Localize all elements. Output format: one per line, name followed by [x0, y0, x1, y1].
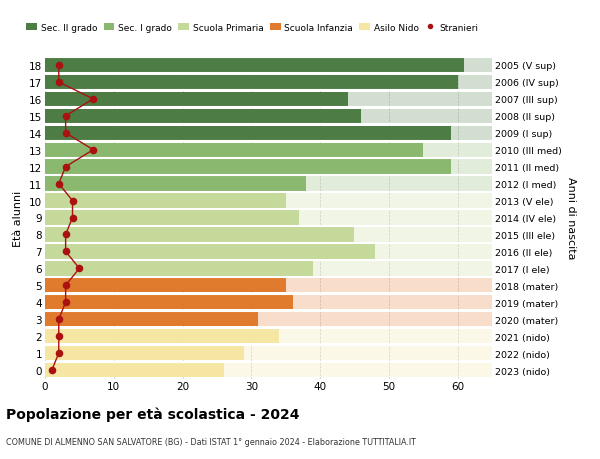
Bar	[45, 143, 492, 157]
Bar	[45, 296, 492, 310]
Bar	[45, 76, 458, 90]
Point	[54, 62, 64, 69]
Point	[54, 350, 64, 357]
Point	[54, 333, 64, 340]
Point	[68, 214, 77, 222]
Point	[61, 163, 70, 171]
Bar	[45, 211, 299, 225]
Bar	[45, 160, 492, 174]
Point	[47, 367, 56, 374]
Bar	[45, 76, 492, 90]
Bar	[45, 279, 492, 293]
Bar	[45, 363, 224, 377]
Bar	[45, 296, 293, 310]
Bar	[45, 329, 492, 344]
Bar	[45, 312, 258, 327]
Point	[88, 147, 98, 154]
Bar	[45, 346, 244, 360]
Bar	[45, 160, 451, 174]
Bar	[45, 194, 286, 208]
Point	[88, 96, 98, 103]
Bar	[45, 92, 492, 107]
Bar	[45, 329, 279, 344]
Legend: Sec. II grado, Sec. I grado, Scuola Primaria, Scuola Infanzia, Asilo Nido, Stran: Sec. II grado, Sec. I grado, Scuola Prim…	[23, 20, 482, 36]
Bar	[45, 109, 361, 124]
Y-axis label: Anni di nascita: Anni di nascita	[566, 177, 575, 259]
Bar	[45, 109, 492, 124]
Bar	[45, 363, 492, 377]
Bar	[45, 59, 464, 73]
Bar	[45, 245, 492, 259]
Point	[61, 282, 70, 289]
Bar	[45, 228, 355, 242]
Point	[61, 299, 70, 306]
Bar	[45, 143, 423, 157]
Point	[54, 316, 64, 323]
Bar	[45, 126, 451, 140]
Bar	[45, 279, 286, 293]
Bar	[45, 177, 307, 191]
Bar	[45, 228, 492, 242]
Bar	[45, 312, 492, 327]
Point	[68, 197, 77, 205]
Bar	[45, 262, 492, 276]
Text: COMUNE DI ALMENNO SAN SALVATORE (BG) - Dati ISTAT 1° gennaio 2024 - Elaborazione: COMUNE DI ALMENNO SAN SALVATORE (BG) - D…	[6, 437, 416, 446]
Text: Popolazione per età scolastica - 2024: Popolazione per età scolastica - 2024	[6, 406, 299, 421]
Bar	[45, 194, 492, 208]
Point	[61, 248, 70, 256]
Bar	[45, 177, 492, 191]
Point	[74, 265, 84, 273]
Bar	[45, 245, 375, 259]
Bar	[45, 262, 313, 276]
Bar	[45, 346, 492, 360]
Bar	[45, 211, 492, 225]
Point	[61, 130, 70, 137]
Bar	[45, 126, 492, 140]
Point	[61, 231, 70, 239]
Y-axis label: Età alunni: Età alunni	[13, 190, 23, 246]
Bar	[45, 59, 492, 73]
Point	[54, 79, 64, 86]
Point	[61, 113, 70, 120]
Point	[54, 180, 64, 188]
Bar	[45, 92, 347, 107]
